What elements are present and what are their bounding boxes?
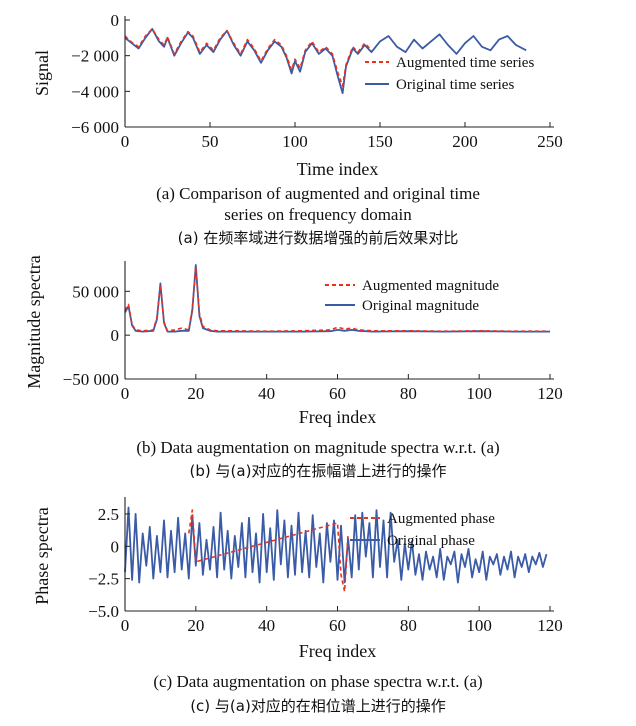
- series-line-1-0: [124, 266, 550, 332]
- y-tick-label: 0: [111, 537, 120, 556]
- y-tick-label: −2.5: [88, 570, 119, 589]
- x-tick-label: 50: [202, 132, 219, 151]
- x-tick-label: 20: [187, 384, 204, 403]
- x-tick-label: 150: [367, 132, 393, 151]
- y-tick-label: 0: [111, 326, 120, 345]
- y-tick-label: −4 000: [71, 82, 119, 101]
- x-tick-label: 120: [537, 616, 563, 635]
- x-tick-label: 20: [187, 616, 204, 635]
- caption-a-en-line1: (a) Comparison of augmented and original…: [156, 184, 480, 203]
- y-tick-label: −6 000: [71, 118, 119, 137]
- panel-c-phase-spectra: 0 20 40 60 80 100 120 2.5 0 −2.5 −5.0 Freq index Pha…: [32, 497, 563, 661]
- legend-label-0: Augmented magnitude: [362, 278, 499, 294]
- series-line-1-1: [124, 264, 550, 333]
- y-tick-label: 0: [111, 11, 120, 30]
- x-tick-label: 60: [329, 384, 346, 403]
- x-tick-label: 0: [121, 132, 130, 151]
- y-tick-label: 50 000: [72, 282, 119, 301]
- y-axis-label: Signal: [32, 50, 52, 96]
- caption-c-en: (c) Data augmentation on phase spectra w…: [153, 672, 483, 691]
- x-axis-label: Freq index: [299, 407, 376, 427]
- caption-b-en: (b) Data augmentation on magnitude spect…: [136, 438, 500, 457]
- caption-a-en-line2: series on frequency domain: [224, 205, 412, 224]
- x-tick-label: 200: [452, 132, 478, 151]
- caption-b-cn: (b) 与(a)对应的在振幅谱上进行的操作: [189, 462, 447, 480]
- x-tick-label: 250: [537, 132, 563, 151]
- x-tick-label: 80: [400, 384, 417, 403]
- y-tick-label: −50 000: [63, 370, 119, 389]
- caption-c-cn: (c) 与(a)对应的在相位谱上进行的操作: [190, 697, 446, 715]
- y-tick-label: −2 000: [71, 47, 119, 66]
- legend-label-0: Augmented phase: [387, 511, 495, 527]
- x-tick-label: 120: [537, 384, 563, 403]
- legend-label-0: Augmented time series: [396, 55, 534, 71]
- legend-label-1: Original magnitude: [362, 298, 479, 314]
- x-axis-label: Freq index: [299, 641, 376, 661]
- x-tick-label: 40: [258, 384, 275, 403]
- y-axis-label: Phase spectra: [32, 507, 52, 604]
- y-tick-label: −5.0: [88, 602, 119, 621]
- caption-a-cn: (a) 在频率域进行数据增强的前后效果对比: [177, 229, 459, 247]
- legend-label-1: Original time series: [396, 77, 514, 93]
- x-tick-label: 0: [121, 384, 130, 403]
- x-tick-label: 100: [282, 132, 308, 151]
- y-axis-label: Magnitude spectra: [24, 255, 44, 388]
- panel-a-time-series: 0 50 100 150 200 250 0 −2 000 −4 000 −6 000 Time i…: [32, 11, 563, 179]
- x-axis-label: Time index: [297, 159, 379, 179]
- series-line-0-0: [124, 28, 373, 87]
- x-tick-label: 40: [258, 616, 275, 635]
- x-tick-label: 80: [400, 616, 417, 635]
- x-tick-label: 0: [121, 616, 130, 635]
- y-tick-label: 2.5: [98, 505, 119, 524]
- x-tick-label: 100: [466, 616, 492, 635]
- legend-label-1: Original phase: [387, 533, 475, 549]
- x-tick-label: 60: [329, 616, 346, 635]
- series-line-2-0: [188, 509, 349, 593]
- x-tick-label: 100: [466, 384, 492, 403]
